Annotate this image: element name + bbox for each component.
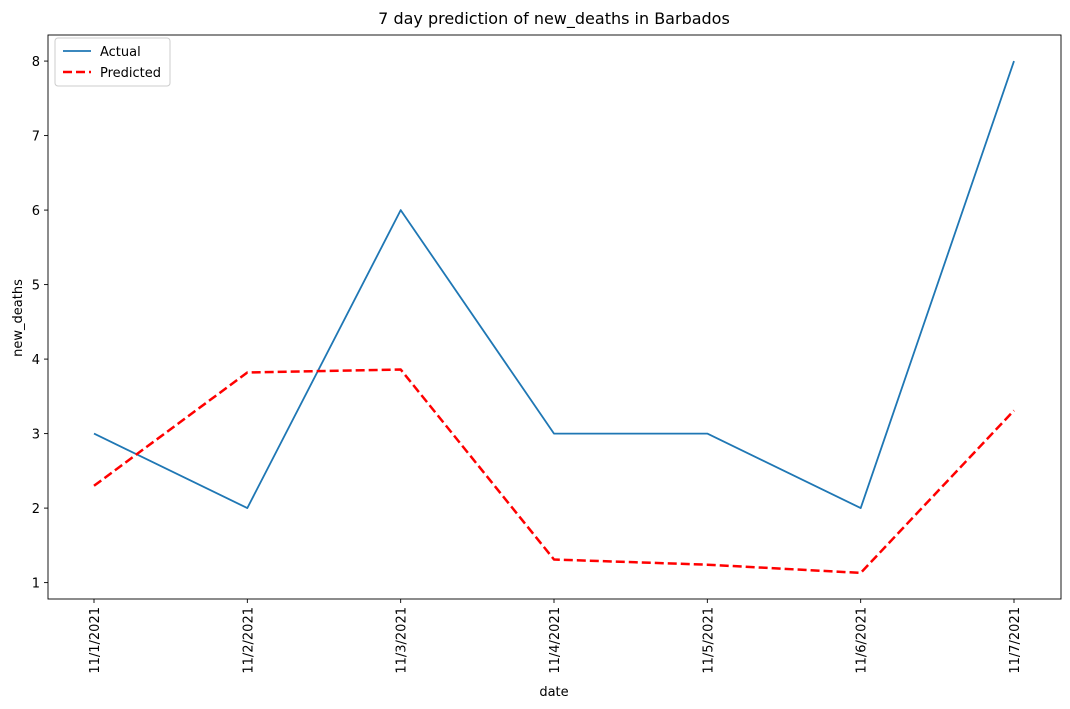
legend-label-actual: Actual <box>100 45 141 60</box>
legend-box <box>54 37 171 87</box>
axes-layer: 1 2 3 4 5 6 7 8 11/1/2021 11/2/2021 11/3/2021 11/4/… <box>32 34 1062 674</box>
y-tick-label: 5 <box>32 279 40 294</box>
x-tick-label: 11/5/2021 <box>701 607 716 674</box>
x-tick-label: 11/7/2021 <box>1008 607 1023 674</box>
x-tick-label: 11/1/2021 <box>88 607 103 674</box>
chart-title: 7 day prediction of new_deaths in Barbad… <box>378 9 730 29</box>
x-axis-title: date <box>539 685 568 700</box>
plot-area <box>48 35 1061 599</box>
y-tick-label: 2 <box>32 502 40 517</box>
legend-label-predicted: Predicted <box>100 66 161 81</box>
y-tick-label: 7 <box>32 130 40 145</box>
legend: Actual Predicted <box>54 37 171 87</box>
x-tick-label: 11/4/2021 <box>548 607 563 674</box>
y-tick-label: 4 <box>32 353 40 368</box>
x-tick-label: 11/6/2021 <box>855 607 870 674</box>
y-tick-label: 3 <box>32 428 40 443</box>
x-tick-label: 11/3/2021 <box>395 607 410 674</box>
y-tick-label: 6 <box>32 204 40 219</box>
x-tick-label: 11/2/2021 <box>241 607 256 674</box>
y-axis-title: new_deaths <box>11 279 26 357</box>
series-layer <box>93 60 1015 575</box>
plot-frame <box>47 34 1062 600</box>
y-tick-label: 1 <box>32 577 40 592</box>
y-tick-label: 8 <box>32 55 40 70</box>
plot-background <box>48 35 1061 599</box>
